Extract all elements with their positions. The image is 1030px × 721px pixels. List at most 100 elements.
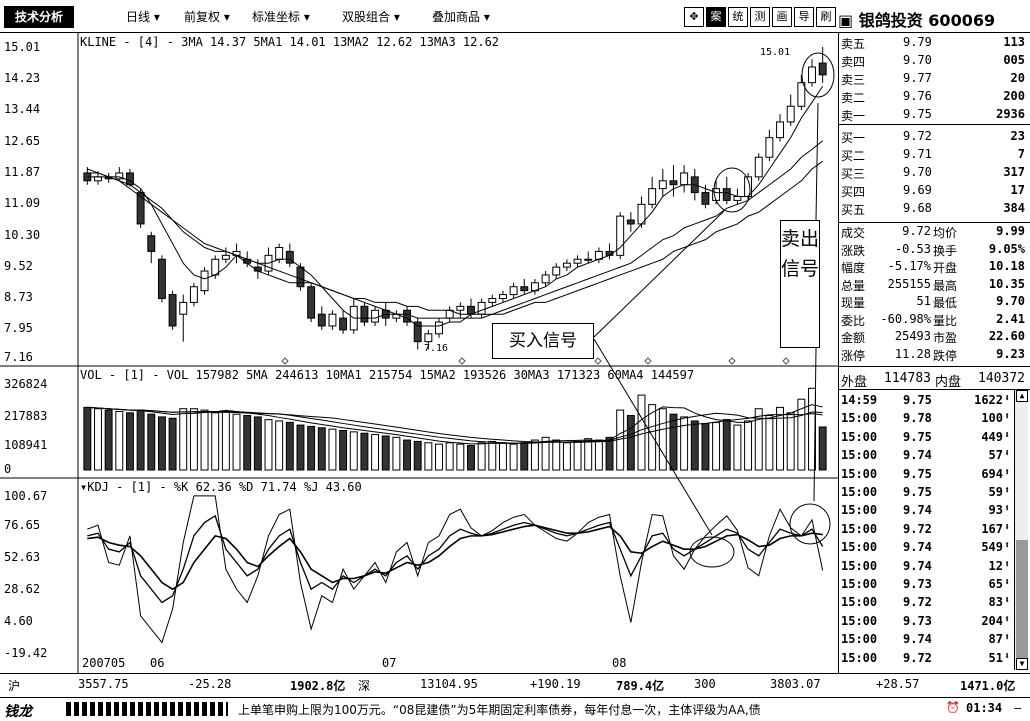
- volume-bar: [808, 387, 816, 471]
- volume-bar: [83, 406, 92, 471]
- tick-row[interactable]: 15:00 9.72 167 ⬇: [839, 521, 1017, 539]
- tick-row[interactable]: 15:00 9.74 93 ⬆: [839, 502, 1017, 520]
- candle-up: [488, 298, 497, 303]
- tech-analysis-button[interactable]: 技术分析: [4, 6, 74, 28]
- period-menu[interactable]: 日线 ▾: [126, 10, 160, 24]
- candle-up: [200, 270, 209, 292]
- stat-label: 委比: [841, 313, 866, 328]
- tick-row[interactable]: 15:00 9.74 12 ⬆: [839, 558, 1017, 576]
- candle-down: [669, 180, 678, 186]
- tick-row[interactable]: 15:00 9.75 59 ⬆: [839, 484, 1017, 502]
- sz-index: 13104.95: [420, 677, 478, 691]
- tick-row[interactable]: 15:00 9.72 83 ⬇: [839, 594, 1017, 612]
- ask-row[interactable]: 卖三 9.77 20: [839, 70, 1030, 88]
- volume-bar: [307, 425, 316, 471]
- sell-signal-label: 卖出信号: [780, 220, 820, 348]
- stat-value: 9.23: [996, 346, 1025, 361]
- stat-value: 2.41: [996, 311, 1025, 326]
- bid-row[interactable]: 买一 9.72 23: [839, 128, 1030, 146]
- axis-menu[interactable]: 标准坐标 ▾: [252, 10, 310, 24]
- tool-stats-button[interactable]: 统: [728, 7, 748, 27]
- tick-direction-icon: ⬇: [1004, 650, 1011, 662]
- ask-row[interactable]: 卖二 9.76 200: [839, 88, 1030, 106]
- tool-measure-button[interactable]: 测: [750, 7, 770, 27]
- stat-value: -60.98%: [880, 311, 931, 326]
- tick-row[interactable]: 15:00 9.75 694 ⬆: [839, 466, 1017, 484]
- bid-row[interactable]: 买五 9.68 384: [839, 200, 1030, 218]
- stat-label: 最低: [933, 296, 958, 310]
- ask-row[interactable]: 卖四 9.70 005: [839, 52, 1030, 70]
- volume-bar: [477, 442, 486, 471]
- tick-row[interactable]: 15:00 9.72 51 ⬇: [839, 650, 1017, 668]
- candle-up: [435, 321, 443, 335]
- candle-down: [818, 62, 827, 76]
- tick-price: 9.78: [903, 411, 932, 426]
- stock-icon: ▣: [838, 11, 854, 30]
- candle-up: [573, 258, 582, 264]
- scroll-down-icon[interactable]: ▼: [1016, 658, 1028, 670]
- buy-signal-label: 买入信号: [492, 323, 594, 359]
- news-ticker[interactable]: 上单笔申购上限为100万元。“08昆建债”为5年期固定利率债券，每年付息一次，主…: [238, 703, 761, 717]
- volume-bar: [520, 442, 529, 471]
- buy-arrow-line: [593, 338, 713, 536]
- tool-export-button[interactable]: 导: [794, 7, 814, 27]
- kdj-buy-circle: [689, 536, 735, 568]
- ask-row[interactable]: 卖五 9.79 113: [839, 34, 1030, 52]
- tick-row[interactable]: 15:00 9.75 449 ⬇: [839, 429, 1017, 447]
- bid-row[interactable]: 买四 9.69 17: [839, 182, 1030, 200]
- scroll-thumb[interactable]: [1016, 540, 1028, 660]
- bid-row[interactable]: 买二 9.71 7: [839, 146, 1030, 164]
- compare-menu[interactable]: 双股组合 ▾: [342, 10, 400, 24]
- volume-bar: [125, 412, 134, 471]
- overlay-menu[interactable]: 叠加商品 ▾: [432, 10, 490, 24]
- tool-refresh-button[interactable]: 刷: [816, 7, 836, 27]
- tick-row[interactable]: 15:00 9.74 57 ⬇: [839, 447, 1017, 465]
- tick-volume: 59: [988, 485, 1003, 499]
- adjust-menu[interactable]: 前复权 ▾: [184, 10, 230, 24]
- chart-canvas[interactable]: [0, 33, 838, 673]
- tick-scrollbar[interactable]: ▲ ▼: [1014, 390, 1028, 670]
- tick-row[interactable]: 15:00 9.74 87 ⬆: [839, 631, 1017, 649]
- chart-area[interactable]: KLINE - [4] - 3MA 14.37 5MA1 14.01 13MA2…: [0, 33, 838, 673]
- tick-direction-icon: ⬆: [1004, 613, 1011, 625]
- tick-row[interactable]: 14:59 9.75 1622 ⬇: [839, 392, 1017, 410]
- tick-time: 15:00: [841, 466, 878, 481]
- tick-row[interactable]: 15:00 9.73 204 ⬆: [839, 613, 1017, 631]
- kdj-d-line: [87, 524, 823, 591]
- candle-up: [808, 66, 816, 84]
- move-icon[interactable]: ✥: [684, 7, 704, 27]
- stat-row: 成交 9.72 均价 9.99: [839, 223, 1030, 241]
- stat-label: 现量: [841, 296, 866, 310]
- volume-bar: [584, 438, 593, 471]
- ask-label: 卖一: [841, 109, 866, 123]
- tick-row[interactable]: 15:00 9.73 65 ⬇: [839, 576, 1017, 594]
- candle-up: [328, 313, 337, 327]
- stat-row: 涨跌 -0.53 换手 9.05%: [839, 241, 1030, 259]
- tick-volume: 1622: [974, 393, 1003, 407]
- stat-row: 涨停 11.28 跌停 9.23: [839, 346, 1030, 364]
- candle-up: [658, 180, 667, 190]
- candle-up: [733, 195, 742, 201]
- bid-volume: 317: [1003, 165, 1025, 179]
- bid-row[interactable]: 买三 9.70 317: [839, 164, 1030, 182]
- signal-diamond: [782, 357, 790, 365]
- ask-row[interactable]: 卖一 9.75 2936: [839, 106, 1030, 124]
- tick-row[interactable]: 15:00 9.74 549 ⬆: [839, 539, 1017, 557]
- tick-direction-icon: ⬇: [1004, 521, 1011, 533]
- tick-time: 15:00: [841, 558, 878, 573]
- candle-down: [296, 266, 305, 288]
- alarm-icon[interactable]: ⏰: [946, 701, 960, 714]
- tool-draw-button[interactable]: 画: [772, 7, 792, 27]
- volume-bar: [818, 426, 827, 471]
- stock-name: 银鸽投资: [858, 11, 923, 30]
- volume-bar: [786, 412, 795, 471]
- tool-case-button[interactable]: 案: [706, 7, 726, 27]
- tick-time: 15:00: [841, 577, 878, 591]
- candle-down: [317, 313, 326, 327]
- tick-time: 15:00: [841, 613, 878, 628]
- scroll-up-icon[interactable]: ▲: [1016, 390, 1028, 402]
- tick-price: 9.75: [903, 485, 932, 499]
- tick-row[interactable]: 15:00 9.78 100 ⬆: [839, 410, 1017, 428]
- minimize-icon[interactable]: —: [1014, 701, 1022, 715]
- kdj-tick: 4.60: [4, 614, 33, 628]
